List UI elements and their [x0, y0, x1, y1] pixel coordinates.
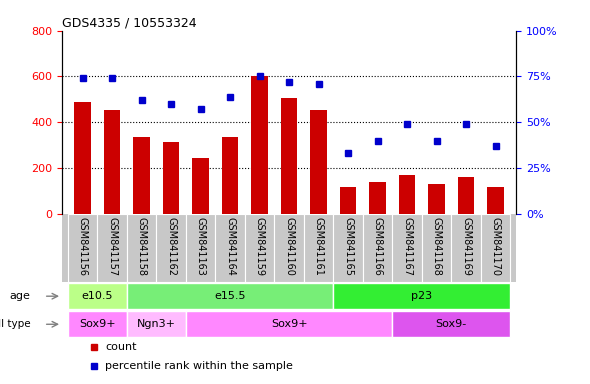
Bar	[310, 110, 327, 214]
Bar	[186, 214, 215, 282]
Bar	[487, 187, 504, 214]
Text: Sox9+: Sox9+	[79, 319, 116, 329]
Text: GSM841169: GSM841169	[461, 217, 471, 275]
Text: GSM841167: GSM841167	[402, 217, 412, 276]
Text: GSM841161: GSM841161	[314, 217, 323, 275]
Bar	[68, 283, 127, 309]
Text: GSM841159: GSM841159	[255, 217, 264, 276]
Text: GSM841168: GSM841168	[432, 217, 441, 275]
Text: Sox9+: Sox9+	[271, 319, 307, 329]
Bar	[127, 283, 333, 309]
Bar	[392, 214, 422, 282]
Bar	[304, 214, 333, 282]
Text: GSM841156: GSM841156	[78, 217, 87, 276]
Text: percentile rank within the sample: percentile rank within the sample	[105, 361, 293, 371]
Text: GSM841163: GSM841163	[196, 217, 205, 275]
Bar	[363, 214, 392, 282]
Bar	[245, 214, 274, 282]
Bar	[156, 214, 186, 282]
Bar	[392, 311, 510, 337]
Bar	[127, 311, 186, 337]
Bar	[422, 214, 451, 282]
Text: e15.5: e15.5	[214, 291, 246, 301]
Bar	[340, 187, 356, 214]
Text: cell type: cell type	[0, 319, 30, 329]
Bar	[104, 110, 120, 214]
Text: GSM841165: GSM841165	[343, 217, 353, 276]
Bar	[399, 175, 415, 214]
Bar	[74, 102, 91, 214]
Bar	[428, 184, 445, 214]
Bar	[133, 137, 150, 214]
Text: GDS4335 / 10553324: GDS4335 / 10553324	[62, 17, 196, 30]
Bar	[186, 311, 392, 337]
Text: Sox9-: Sox9-	[436, 319, 467, 329]
Text: Ngn3+: Ngn3+	[137, 319, 176, 329]
Text: count: count	[105, 342, 137, 352]
Text: GSM841158: GSM841158	[137, 217, 146, 276]
Bar	[281, 98, 297, 214]
Bar	[68, 214, 97, 282]
Bar	[251, 76, 268, 214]
Text: GSM841160: GSM841160	[284, 217, 294, 275]
Bar	[333, 283, 510, 309]
Bar	[163, 142, 179, 214]
Text: GSM841162: GSM841162	[166, 217, 176, 276]
Text: e10.5: e10.5	[81, 291, 113, 301]
Bar	[215, 214, 245, 282]
Text: p23: p23	[411, 291, 432, 301]
Bar	[222, 137, 238, 214]
Bar	[369, 182, 386, 214]
Text: GSM841164: GSM841164	[225, 217, 235, 275]
Bar	[68, 311, 127, 337]
Bar	[333, 214, 363, 282]
Bar	[274, 214, 304, 282]
Bar	[481, 214, 510, 282]
Bar	[127, 214, 156, 282]
Bar	[451, 214, 481, 282]
Text: age: age	[9, 291, 30, 301]
Text: GSM841166: GSM841166	[373, 217, 382, 275]
Bar	[97, 214, 127, 282]
Text: GSM841170: GSM841170	[491, 217, 500, 276]
Bar	[458, 177, 474, 214]
Bar	[192, 158, 209, 214]
Text: GSM841157: GSM841157	[107, 217, 117, 276]
